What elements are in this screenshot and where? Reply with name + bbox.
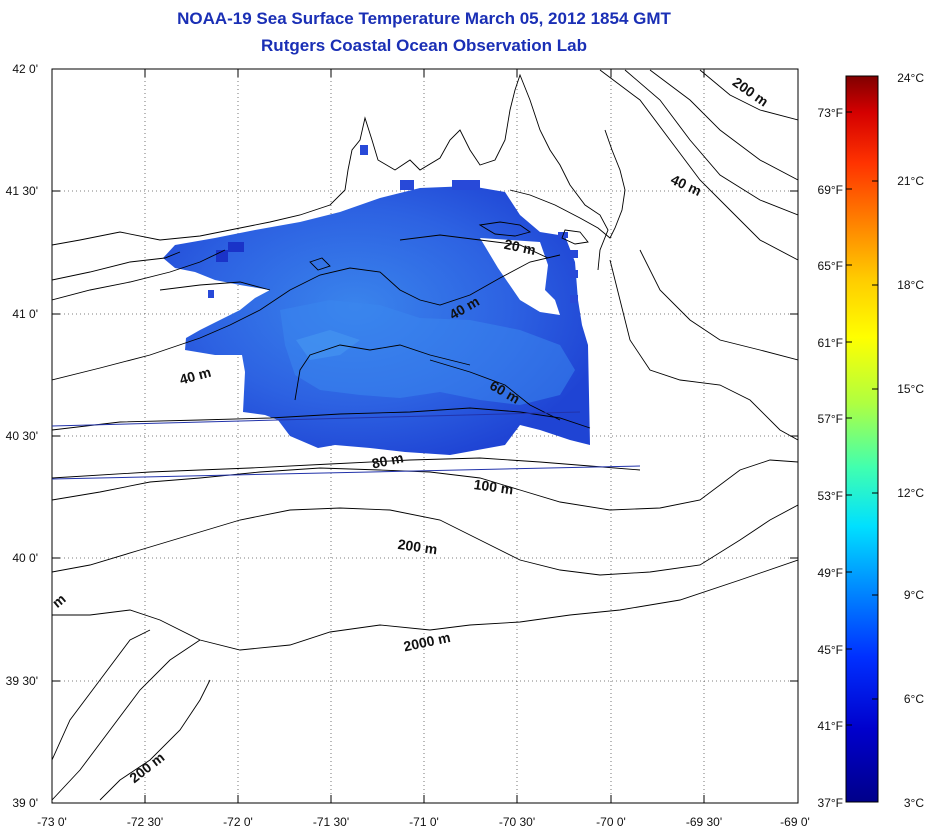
lon-tick-label: -72 0'	[223, 815, 253, 829]
f-tick-label: 53°F	[818, 489, 843, 503]
contour-100m	[52, 459, 798, 511]
map-subtitle: Rutgers Coastal Ocean Observation Lab	[261, 36, 587, 55]
island-outline	[561, 229, 589, 245]
lat-axis: 42 0' 41 30' 41 0' 40 30' 40 0' 39 30' 3…	[6, 62, 38, 810]
coastline	[52, 73, 609, 271]
contour-200m	[52, 504, 798, 576]
f-tick-label: 37°F	[818, 796, 843, 810]
sst-pixel	[228, 242, 244, 252]
contour-label: 40 m	[178, 364, 213, 388]
c-tick-label: 18°C	[897, 278, 924, 292]
contour-40m	[52, 254, 561, 401]
f-tick-label: 41°F	[818, 719, 843, 733]
contour-ne	[639, 249, 798, 361]
f-tick-label: 73°F	[818, 106, 843, 120]
lon-tick-label: -70 30'	[499, 815, 535, 829]
contours	[52, 69, 798, 801]
lon-tick-label: -71 0'	[409, 815, 439, 829]
f-tick-label: 65°F	[818, 259, 843, 273]
contour-label: 80 m	[370, 449, 405, 471]
f-tick-label: 69°F	[818, 183, 843, 197]
lon-tick-label: -69 30'	[686, 815, 722, 829]
contour-label: 100 m	[473, 476, 515, 497]
contour-80m	[52, 457, 641, 479]
contour-deep	[52, 639, 201, 801]
contour-deep	[52, 629, 151, 761]
sst-pixel	[570, 250, 578, 258]
track-line	[52, 411, 581, 427]
colorbar-ramp	[845, 75, 879, 803]
lat-tick-label: 41 0'	[12, 307, 38, 321]
fahrenheit-axis: 73°F 69°F 65°F 61°F 57°F 53°F 49°F 45°F …	[818, 106, 843, 810]
sst-warm-core	[280, 300, 575, 405]
island-outline	[478, 221, 532, 237]
contour-ne	[699, 69, 798, 121]
sst-warm-patch	[296, 330, 360, 360]
sst-field	[163, 145, 590, 455]
cloud-gap	[480, 238, 560, 315]
sst-pixel	[570, 295, 578, 303]
sst-pixel	[360, 145, 368, 155]
colorbar-ticks	[846, 111, 878, 726]
sst-pixel	[570, 270, 578, 278]
f-tick-label: 45°F	[818, 643, 843, 657]
tick-marks	[51, 68, 799, 803]
lon-tick-label: -71 30'	[313, 815, 349, 829]
lat-tick-label: 40 30'	[6, 429, 38, 443]
coastline	[509, 129, 626, 239]
lat-tick-label: 40 0'	[12, 551, 38, 565]
colorbar: 24°C 21°C 18°C 15°C 12°C 9°C 6°C 3°C	[845, 71, 924, 810]
lat-tick-label: 42 0'	[12, 62, 38, 76]
sst-pixel	[208, 290, 214, 298]
lon-tick-label: -70 0'	[596, 815, 626, 829]
contour-60m	[429, 359, 561, 421]
lat-tick-label: 39 30'	[6, 674, 38, 688]
contour-20m	[159, 234, 549, 291]
c-tick-label: 9°C	[904, 588, 924, 602]
contour-60m	[52, 407, 591, 431]
c-tick-label: 15°C	[897, 382, 924, 396]
contour-ne	[609, 259, 798, 441]
colorbar-min-label: 3°C	[904, 796, 924, 810]
colorbar-max-label: 24°C	[897, 71, 924, 85]
sst-pixel	[452, 180, 480, 190]
f-tick-label: 61°F	[818, 336, 843, 350]
f-tick-label: 49°F	[818, 566, 843, 580]
contour-ne	[649, 69, 798, 181]
c-tick-label: 21°C	[897, 174, 924, 188]
contour-deep	[99, 679, 211, 801]
coastline	[52, 249, 226, 301]
track-line	[52, 465, 641, 480]
contour-label: 20 m	[503, 236, 538, 258]
island-outline	[309, 257, 331, 271]
lon-axis: -73 0' -72 30' -72 0' -71 30' -71 0' -70…	[37, 815, 810, 829]
lon-tick-label: -69 0'	[780, 815, 810, 829]
lon-tick-label: -73 0'	[37, 815, 67, 829]
contour-ne	[624, 69, 798, 216]
sst-pixel	[400, 180, 414, 190]
lon-tick-label: -72 30'	[127, 815, 163, 829]
f-tick-label: 57°F	[818, 412, 843, 426]
contour-2000m	[52, 559, 798, 651]
c-tick-label: 12°C	[897, 486, 924, 500]
lat-tick-label: 41 30'	[6, 184, 38, 198]
contour-ne	[599, 69, 798, 261]
contour-label: 200 m	[397, 536, 439, 557]
coastline	[52, 251, 181, 281]
lat-tick-label: 39 0'	[12, 796, 38, 810]
map-title: NOAA-19 Sea Surface Temperature March 05…	[177, 9, 671, 28]
c-tick-label: 6°C	[904, 692, 924, 706]
